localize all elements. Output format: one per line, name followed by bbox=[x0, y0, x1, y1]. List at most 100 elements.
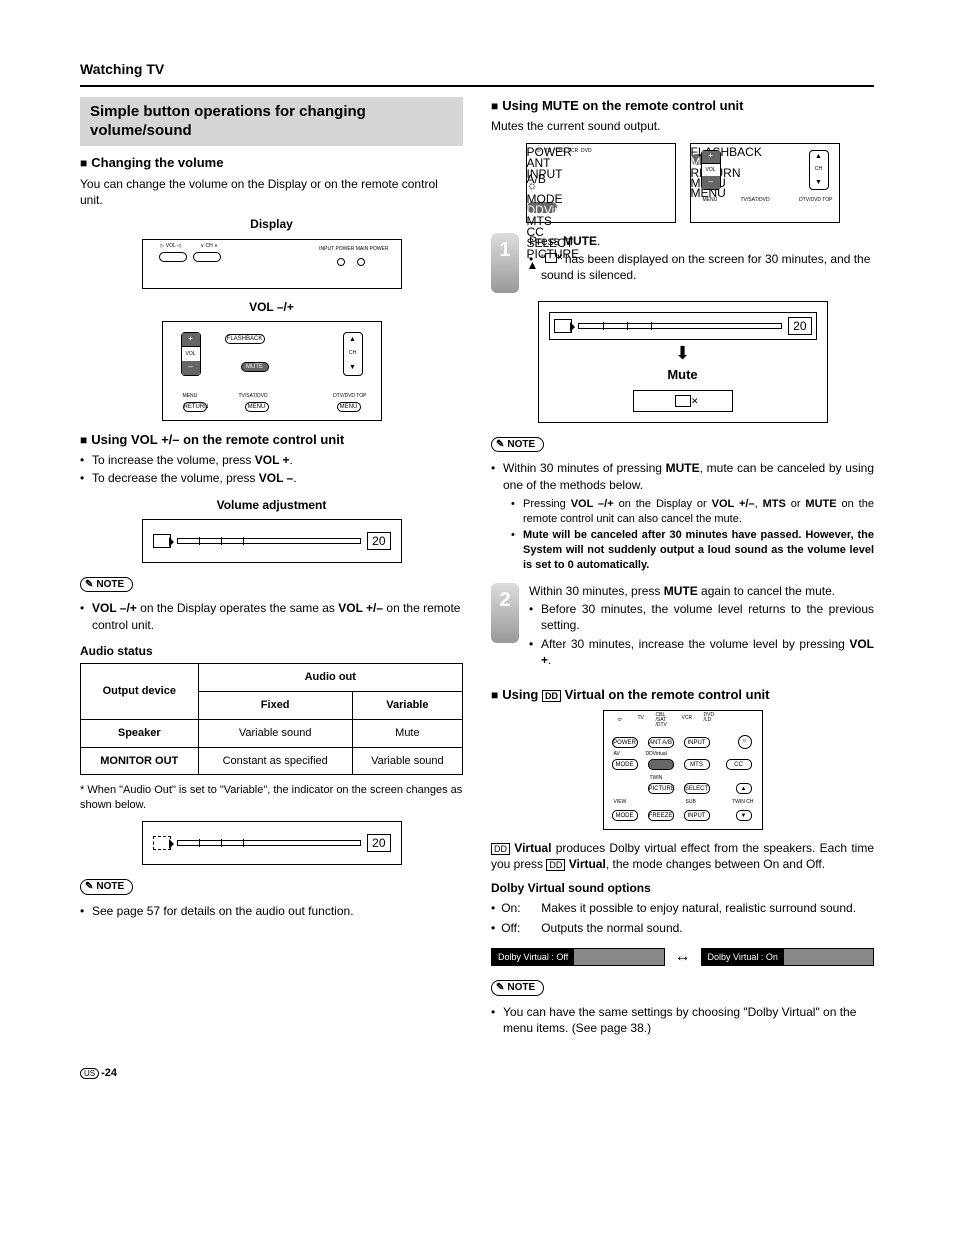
menu-lbl: MENU bbox=[183, 393, 198, 400]
status-on: Dolby Virtual : On bbox=[702, 949, 784, 965]
mn-b1a-mid: on the Display or bbox=[614, 498, 712, 510]
speaker-icon-2 bbox=[554, 319, 572, 333]
us-badge: US bbox=[80, 1068, 99, 1079]
row1-c2: Mute bbox=[352, 719, 462, 747]
mn-b1a-mid2: , bbox=[755, 498, 763, 510]
v-twinch-lbl: TWIN CH bbox=[732, 799, 753, 806]
ch-mid-r: CH bbox=[810, 163, 828, 176]
callout-title: Simple button operations for changing vo… bbox=[80, 97, 463, 147]
dolby-options: •On:Makes it possible to enjoy natural, … bbox=[491, 900, 874, 936]
remote-diagram-vol: +VOL– ▲CH▼ FLASHBACK MUTE RETURN MENU ME… bbox=[162, 321, 382, 421]
mute-btn: MUTE bbox=[241, 362, 269, 372]
mn-b1a-pre: Pressing bbox=[523, 498, 571, 510]
mute-note-bullets: Within 30 minutes of pressing MUTE, mute… bbox=[491, 460, 874, 573]
v-mode: MODE bbox=[612, 759, 638, 770]
off-lbl: Off: bbox=[501, 920, 535, 936]
s2-sub1: Before 30 minutes, the volume level retu… bbox=[529, 601, 874, 633]
dolby-sub-heading: Dolby Virtual sound options bbox=[491, 880, 874, 896]
vol-label-btn: VOL bbox=[182, 347, 200, 361]
v-select: SELECT bbox=[684, 783, 710, 794]
variable-icon bbox=[153, 836, 171, 850]
note2-text: See page 57 for details on the audio out… bbox=[80, 903, 463, 919]
remote-pair-mute: POWER ANT A/B INPUT ☼ MODE DDVirtual MTS… bbox=[491, 143, 874, 223]
note1-b2: VOL +/– bbox=[338, 601, 383, 615]
left-column: Simple button operations for changing vo… bbox=[80, 97, 463, 1046]
mn-b1a-b2: VOL +/– bbox=[712, 498, 755, 510]
changing-volume-heading: ■Changing the volume bbox=[80, 154, 463, 172]
mute-icon: ✕ bbox=[675, 395, 691, 407]
note-badge-4: NOTE bbox=[491, 980, 544, 996]
vol-plus-r: + bbox=[702, 151, 720, 164]
dtvtop-lbl: DTV/DVD TOP bbox=[333, 393, 366, 400]
v-dvirt-lbl: DDVirtual bbox=[646, 751, 667, 758]
osd-volume-box: 20 bbox=[142, 519, 402, 563]
menu3-btn: MENU bbox=[337, 402, 361, 412]
display-label: Display bbox=[80, 216, 463, 232]
v-view-lbl: VIEW bbox=[614, 799, 627, 806]
ch-up-r: ▲ bbox=[810, 151, 828, 164]
s2-pre: Within 30 minutes, press bbox=[529, 584, 664, 598]
using-vol-title: Using VOL +/– on the remote control unit bbox=[91, 432, 344, 447]
row2-c1: Constant as specified bbox=[198, 747, 352, 775]
note2-bullets: See page 57 for details on the audio out… bbox=[80, 903, 463, 919]
v-sub-lbl: SUB bbox=[686, 799, 696, 806]
dvirt-btn: DDVirtual bbox=[527, 202, 557, 213]
mn-b1a-b4: MUTE bbox=[805, 498, 836, 510]
mn-b1a-mid3: or bbox=[786, 498, 806, 510]
virtual-heading: ■Using DD Virtual on the remote control … bbox=[491, 686, 874, 704]
v-mode2: MODE bbox=[612, 810, 638, 821]
row1-c1: Variable sound bbox=[198, 719, 352, 747]
menu-lbl-r: MENU bbox=[703, 197, 718, 204]
off-txt: Outputs the normal sound. bbox=[541, 920, 682, 936]
vol-label: VOL –/+ bbox=[80, 299, 463, 315]
vp-pre: Virtual bbox=[510, 841, 551, 855]
v-down: ▼ bbox=[736, 810, 752, 821]
using-vol-heading: ■Using VOL +/– on the remote control uni… bbox=[80, 431, 463, 449]
v-up: ▲ bbox=[736, 783, 752, 794]
col-output: Output device bbox=[81, 664, 199, 720]
variable-value: 20 bbox=[367, 834, 390, 852]
vp-post: , the mode changes between On and Off. bbox=[606, 857, 825, 871]
note1-mid: on the Display operates the same as bbox=[137, 601, 338, 615]
mute-heading: ■Using MUTE on the remote control unit bbox=[491, 97, 874, 115]
two-column-layout: Simple button operations for changing vo… bbox=[80, 97, 874, 1046]
flashback-btn: FLASHBACK bbox=[225, 334, 265, 344]
v-input2: INPUT bbox=[684, 810, 710, 821]
on-txt: Makes it possible to enjoy natural, real… bbox=[541, 900, 856, 916]
v-twin-lbl: TWIN bbox=[650, 775, 663, 782]
v-dvirt bbox=[648, 759, 674, 770]
dolby-status-bars: Dolby Virtual : Off ↔ Dolby Virtual : On bbox=[491, 946, 874, 968]
audio-status-table: Output device Audio out Fixed Variable S… bbox=[80, 663, 463, 775]
ch-label-btn: CH bbox=[344, 347, 362, 361]
b2-bold: VOL – bbox=[259, 471, 293, 485]
right-column: ■Using MUTE on the remote control unit M… bbox=[491, 97, 874, 1046]
note-badge-3: NOTE bbox=[491, 437, 544, 453]
mute-osd-diagram: 20 ⬇ Mute ✕ bbox=[538, 301, 828, 423]
mn-b1-pre: Within 30 minutes of pressing bbox=[503, 461, 666, 475]
row2-c2: Variable sound bbox=[352, 747, 462, 775]
mute-title: Using MUTE on the remote control unit bbox=[502, 98, 743, 113]
mode-btn: MODE bbox=[527, 191, 551, 202]
virtual-note-text: You can have the same settings by choosi… bbox=[491, 1004, 874, 1036]
antab-btn: ANT A/B bbox=[527, 155, 551, 166]
v-mts: MTS bbox=[684, 759, 710, 770]
s1-sub: " has been displayed on the screen for 3… bbox=[541, 252, 870, 282]
col-fixed: Fixed bbox=[198, 691, 352, 719]
page-header: Watching TV bbox=[80, 60, 874, 79]
s2-post: again to cancel the mute. bbox=[698, 584, 835, 598]
v-picture: PICTURE bbox=[648, 783, 674, 794]
step-2-number: 2 bbox=[491, 583, 519, 643]
remote-virtual-diagram: ⬭ TV CBL/SAT/DTV VCR DVD/LD POWER ANT A/… bbox=[603, 710, 763, 830]
mute-body: Mutes the current sound output. bbox=[491, 118, 874, 134]
arrow-down-icon: ⬇ bbox=[549, 344, 817, 362]
swap-arrow-icon: ↔ bbox=[675, 946, 691, 968]
header-rule bbox=[80, 85, 874, 87]
variable-track bbox=[177, 840, 362, 846]
virtual-paragraph: DD Virtual produces Dolby virtual effect… bbox=[491, 840, 874, 872]
remote-right: +VOL– ▲CH▼ FLASHBACK MUTE RETURN MENU ME… bbox=[690, 143, 840, 223]
dtvtop-lbl-r: DTV/DVD TOP bbox=[799, 197, 832, 204]
mn-b1a-b1: VOL –/+ bbox=[571, 498, 614, 510]
note-badge-2: NOTE bbox=[80, 879, 133, 895]
tvsat-lbl-r: TV/SAT/DVD bbox=[741, 197, 770, 204]
vol-adj-label: Volume adjustment bbox=[80, 497, 463, 513]
